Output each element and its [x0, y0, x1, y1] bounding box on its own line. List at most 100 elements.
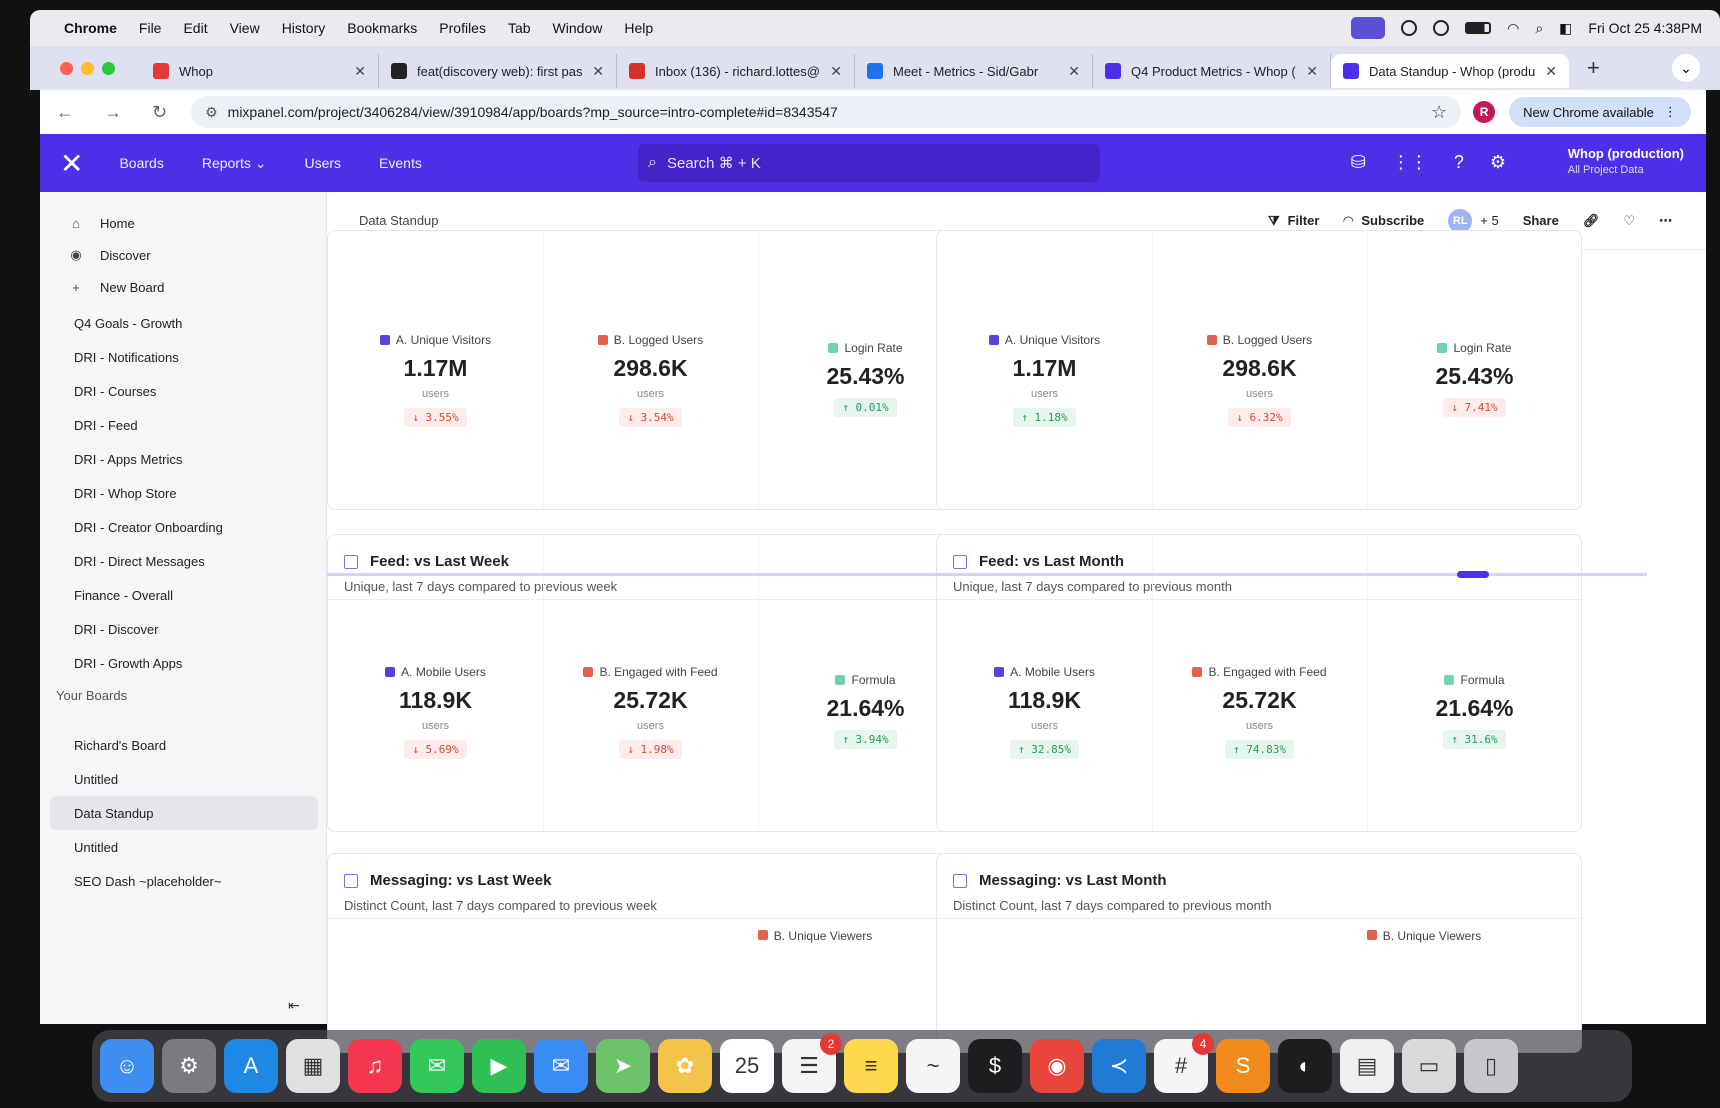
site-info-icon[interactable]: ⚙ — [205, 103, 218, 120]
sublime-icon[interactable]: S — [1216, 1039, 1270, 1093]
sidebar-board-item[interactable]: DRI - Discover — [74, 621, 159, 637]
minimize-window-icon[interactable] — [81, 61, 94, 75]
messages-icon[interactable]: ✉ — [410, 1039, 464, 1093]
sidebar-board-item[interactable]: DRI - Apps Metrics — [74, 451, 183, 467]
launchpad-icon[interactable]: ▦ — [286, 1039, 340, 1093]
address-bar[interactable]: ⚙ mixpanel.com/project/3406284/view/3910… — [191, 96, 1462, 128]
zoom-window-icon[interactable] — [102, 61, 115, 75]
metric-tile[interactable]: B. Engaged with Feed 25.72K users ↓ 1.98… — [543, 665, 758, 759]
mail-icon[interactable]: ✉ — [534, 1039, 588, 1093]
browser-tab[interactable]: Inbox (136) - richard.lottes@ ✕ — [617, 54, 855, 88]
menu-window[interactable]: Window — [552, 20, 603, 36]
metric-tile[interactable]: B. Logged Users 298.6K users ↓ 6.32% — [1152, 333, 1367, 427]
report-card[interactable]: A. Unique Visitors 1.17M users ↓ 3.55% B… — [327, 230, 973, 510]
nav-boards[interactable]: Boards — [119, 155, 164, 171]
sidebar-board-item[interactable]: DRI - Notifications — [74, 349, 179, 365]
profile-avatar[interactable]: R — [1473, 101, 1496, 123]
metric-tile[interactable]: B. Logged Users 298.6K users ↓ 3.54% — [543, 333, 758, 427]
report-card[interactable]: A. Unique Visitors 1.17M users ↑ 1.18% B… — [936, 230, 1582, 510]
app-store-icon[interactable]: A — [224, 1039, 278, 1093]
card-title[interactable]: Feed: vs Last Week — [344, 553, 509, 570]
finder-icon[interactable]: ☺ — [100, 1039, 154, 1093]
trash-icon[interactable]: ▯ — [1464, 1039, 1518, 1093]
play-icon[interactable] — [1401, 20, 1418, 36]
data-storage-icon[interactable]: ⛁ — [1350, 152, 1366, 172]
close-window-icon[interactable] — [60, 61, 73, 75]
browser-tab[interactable]: Data Standup - Whop (produ ✕ — [1331, 54, 1569, 88]
more-options-icon[interactable]: ⋯ — [1659, 212, 1672, 228]
close-tab-icon[interactable]: ✕ — [1306, 62, 1318, 79]
menu-edit[interactable]: Edit — [183, 20, 208, 36]
menu-file[interactable]: File — [138, 20, 162, 36]
breadcrumb[interactable]: Data Standup — [359, 213, 439, 228]
sidebar-board-item[interactable]: DRI - Courses — [74, 383, 157, 399]
metric-tile[interactable]: B. Engaged with Feed 25.72K users ↑ 74.8… — [1152, 665, 1367, 759]
maps-icon[interactable]: ➤ — [596, 1039, 650, 1093]
apps-grid-icon[interactable]: ⋮⋮ — [1391, 152, 1428, 172]
card-title[interactable]: Feed: vs Last Month — [953, 553, 1124, 570]
link-icon[interactable]: 🔗︎ — [1582, 212, 1600, 228]
sidebar-board-item[interactable]: Richard's Board — [74, 737, 167, 753]
metric-tile[interactable]: A. Unique Visitors 1.17M users ↑ 1.18% — [937, 333, 1152, 427]
sidebar-board-item[interactable]: Finance - Overall — [74, 587, 173, 603]
settings-gear-icon[interactable]: ⚙ — [1489, 152, 1506, 172]
document-icon[interactable]: ▤ — [1340, 1039, 1394, 1093]
card-title[interactable]: Messaging: vs Last Month — [953, 872, 1167, 889]
close-tab-icon[interactable]: ✕ — [592, 62, 604, 79]
mixpanel-logo-icon[interactable]: ✕ — [60, 147, 84, 179]
wifi-icon[interactable]: ◠ — [1507, 19, 1520, 36]
close-tab-icon[interactable]: ✕ — [354, 62, 366, 79]
new-tab-button[interactable]: + — [1587, 55, 1600, 80]
report-card[interactable]: Messaging: vs Last Month Distinct Count,… — [936, 853, 1582, 1053]
screen-share-icon[interactable] — [1351, 17, 1386, 39]
control-center-icon[interactable]: ◧ — [1559, 19, 1573, 36]
subscribe-button[interactable]: ◠ Subscribe — [1343, 213, 1424, 229]
close-tab-icon[interactable]: ✕ — [1545, 62, 1557, 79]
card-title[interactable]: Messaging: vs Last Week — [344, 872, 551, 889]
metric-tile[interactable]: Formula 21.64% ↑ 3.94% — [758, 673, 972, 749]
report-card[interactable]: Messaging: vs Last Week Distinct Count, … — [327, 853, 973, 1053]
metric-tile[interactable]: Login Rate 25.43% ↑ 0.01% — [758, 341, 972, 417]
menu-clock[interactable]: Fri Oct 25 4:38PM — [1588, 20, 1702, 36]
menu-chrome[interactable]: Chrome — [64, 20, 117, 36]
sidebar-board-item[interactable]: Q4 Goals - Growth — [74, 315, 183, 331]
tab-search-chevron-icon[interactable]: ⌄ — [1672, 54, 1700, 82]
face-icon[interactable] — [1433, 20, 1450, 36]
sidebar-item-home[interactable]: ⌂ Home — [40, 206, 327, 240]
sidebar-item-new-board[interactable]: + New Board — [40, 270, 327, 304]
sidebar-board-item[interactable]: DRI - Growth Apps — [74, 655, 183, 671]
project-selector[interactable]: Whop (production) All Project Data — [1568, 146, 1684, 178]
menu-tab[interactable]: Tab — [507, 20, 531, 36]
metric-tile[interactable]: A. Unique Visitors 1.17M users ↓ 3.55% — [328, 333, 543, 427]
nav-reports[interactable]: Reports ⌄ — [202, 155, 267, 172]
browser-tab[interactable]: Q4 Product Metrics - Whop ( ✕ — [1093, 54, 1331, 88]
report-card[interactable]: Feed: vs Last Week Unique, last 7 days c… — [327, 534, 973, 832]
battery-icon[interactable] — [1465, 22, 1492, 34]
metric-tile[interactable]: Formula 21.64% ↑ 31.6% — [1367, 673, 1581, 749]
freeform-icon[interactable]: ~ — [906, 1039, 960, 1093]
sidebar-board-item[interactable]: DRI - Whop Store — [74, 485, 177, 501]
sidebar-board-item[interactable]: Untitled — [74, 771, 119, 787]
menu-help[interactable]: Help — [624, 20, 654, 36]
nav-events[interactable]: Events — [379, 155, 422, 171]
menu-view[interactable]: View — [229, 20, 260, 36]
browser-tab[interactable]: feat(discovery web): first pas ✕ — [379, 54, 617, 88]
row-resize-line[interactable] — [327, 573, 1647, 576]
sidebar-board-item[interactable]: Untitled — [74, 839, 119, 855]
calendar-icon[interactable]: 25 — [720, 1039, 774, 1093]
facetime-icon[interactable]: ▶ — [472, 1039, 526, 1093]
linear-icon[interactable]: ◐ — [1278, 1039, 1332, 1093]
sidebar-board-item[interactable]: DRI - Feed — [74, 417, 138, 433]
report-card[interactable]: Feed: vs Last Month Unique, last 7 days … — [936, 534, 1582, 832]
bookmark-star-icon[interactable]: ☆ — [1430, 101, 1448, 122]
system-settings-icon[interactable]: ⚙ — [162, 1039, 216, 1093]
back-arrow-icon[interactable]: ← — [56, 101, 74, 122]
sidebar-board-item[interactable]: DRI - Creator Onboarding — [74, 519, 223, 535]
sidebar-item-discover[interactable]: ◉ Discover — [40, 238, 327, 272]
new-chrome-available-button[interactable]: New Chrome available ⋮ — [1509, 97, 1691, 127]
collapse-sidebar-icon[interactable]: ⇤ — [288, 997, 300, 1013]
filter-button[interactable]: ⧩ Filter — [1268, 213, 1319, 229]
menu-history[interactable]: History — [281, 20, 326, 36]
notes-icon[interactable]: ≡ — [844, 1039, 898, 1093]
url-text[interactable]: mixpanel.com/project/3406284/view/391098… — [227, 104, 838, 120]
